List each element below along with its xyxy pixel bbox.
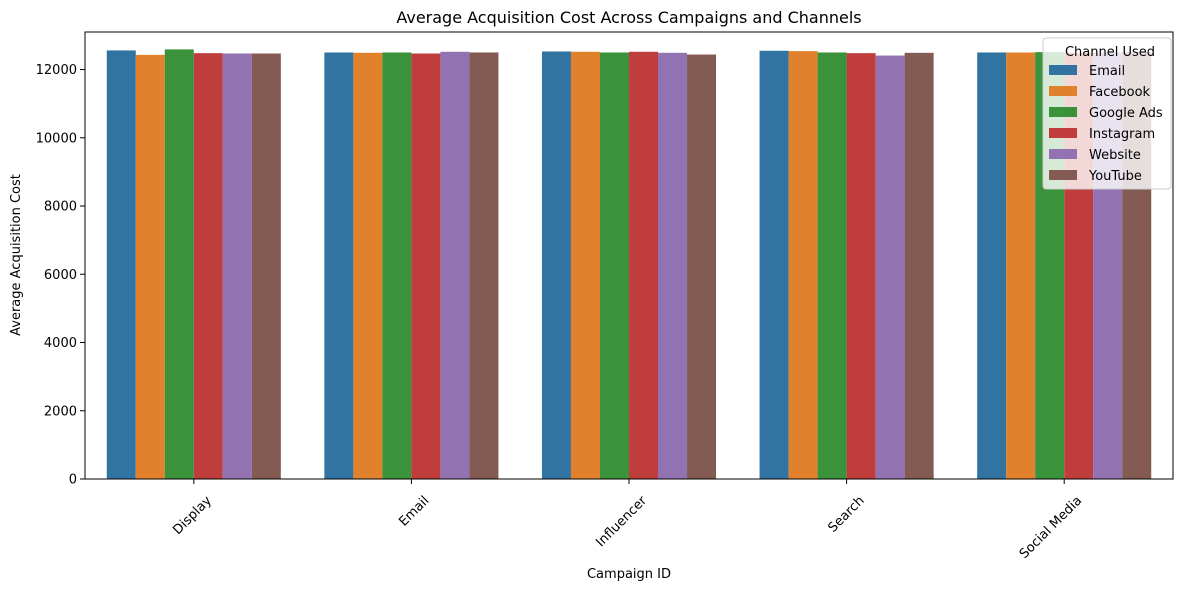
x-tick-label: Social Media <box>1017 493 1085 561</box>
bar-influencer-instagram <box>629 51 659 480</box>
legend-label-google-ads: Google Ads <box>1089 106 1163 121</box>
bar-social-media-facebook <box>1006 52 1036 480</box>
bar-search-instagram <box>846 53 876 479</box>
bar-influencer-facebook <box>570 51 600 480</box>
legend-swatch-website <box>1049 149 1077 159</box>
y-tick-label: 10000 <box>36 131 77 146</box>
bar-email-instagram <box>411 53 441 479</box>
bar-display-email <box>106 50 136 479</box>
y-tick-label: 6000 <box>44 268 77 283</box>
legend-swatch-google-ads <box>1049 107 1077 117</box>
legend-title: Channel Used <box>1065 45 1155 60</box>
bar-influencer-google-ads <box>599 52 629 480</box>
x-tick-label: Influencer <box>593 493 650 550</box>
bars-layer <box>106 49 1152 480</box>
bar-search-website <box>875 55 905 479</box>
bar-search-facebook <box>788 51 818 479</box>
bar-email-facebook <box>353 52 383 479</box>
y-axis-label: Average Acquisition Cost <box>9 174 24 336</box>
legend-swatch-email <box>1049 65 1077 75</box>
bar-social-media-email <box>977 52 1007 480</box>
bar-influencer-youtube <box>687 54 717 480</box>
bar-display-website <box>222 53 252 479</box>
y-tick-label: 4000 <box>44 336 77 351</box>
bar-email-email <box>324 52 354 480</box>
bar-email-website <box>440 51 470 480</box>
x-tick-label: Email <box>396 493 432 529</box>
bar-display-instagram <box>193 53 223 479</box>
x-axis-label: Campaign ID <box>587 567 671 582</box>
bar-search-youtube <box>904 52 934 479</box>
x-tick-label: Search <box>825 493 867 535</box>
legend-swatch-youtube <box>1049 170 1077 180</box>
bar-display-youtube <box>251 53 281 479</box>
legend: Channel Used Email Facebook Google Ads Inst… <box>1042 37 1172 190</box>
bar-influencer-website <box>658 52 688 479</box>
legend-label-website: Website <box>1089 148 1141 163</box>
bar-search-google-ads <box>817 52 847 480</box>
y-tick-label: 2000 <box>44 404 77 419</box>
legend-items: Email Facebook Google Ads Instagram Website Y… <box>1049 64 1163 184</box>
bar-display-google-ads <box>164 49 194 480</box>
legend-swatch-instagram <box>1049 128 1077 138</box>
bar-display-facebook <box>135 54 165 480</box>
y-tick-label: 8000 <box>44 200 77 215</box>
x-axis: Display Email Influencer Search Social Media <box>170 479 1085 562</box>
y-tick-label: 12000 <box>36 63 77 78</box>
bar-search-email <box>759 50 789 479</box>
y-axis: 0 2000 4000 6000 8000 10000 12000 <box>36 63 85 488</box>
x-tick-label: Display <box>170 493 215 538</box>
legend-label-email: Email <box>1089 64 1125 79</box>
legend-swatch-facebook <box>1049 86 1077 96</box>
legend-label-instagram: Instagram <box>1089 127 1155 142</box>
bar-email-google-ads <box>382 52 412 480</box>
legend-label-facebook: Facebook <box>1089 85 1151 100</box>
bar-email-youtube <box>469 52 499 480</box>
chart-title: Average Acquisition Cost Across Campaign… <box>396 8 861 27</box>
legend-label-youtube: YouTube <box>1088 169 1142 184</box>
bar-influencer-email <box>541 51 571 480</box>
y-tick-label: 0 <box>69 473 77 488</box>
